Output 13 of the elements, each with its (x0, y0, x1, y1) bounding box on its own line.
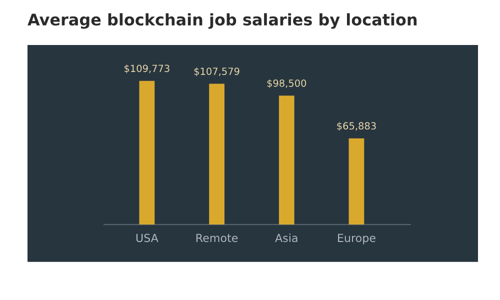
data-label: $98,500 (267, 79, 306, 88)
bar (209, 84, 224, 225)
data-label: $109,773 (124, 64, 170, 74)
data-label: $65,883 (337, 122, 376, 131)
x-tick-label: Europe (338, 234, 376, 244)
data-label: $107,579 (194, 67, 240, 76)
bar (139, 80, 155, 225)
x-tick-label: Asia (275, 234, 298, 242)
x-tick-label: USA (136, 234, 158, 242)
chart-title: Average blockchain job salaries by location (28, 13, 417, 29)
bar (278, 96, 294, 225)
x-tick-label: Remote (196, 234, 238, 242)
bar (348, 138, 364, 225)
